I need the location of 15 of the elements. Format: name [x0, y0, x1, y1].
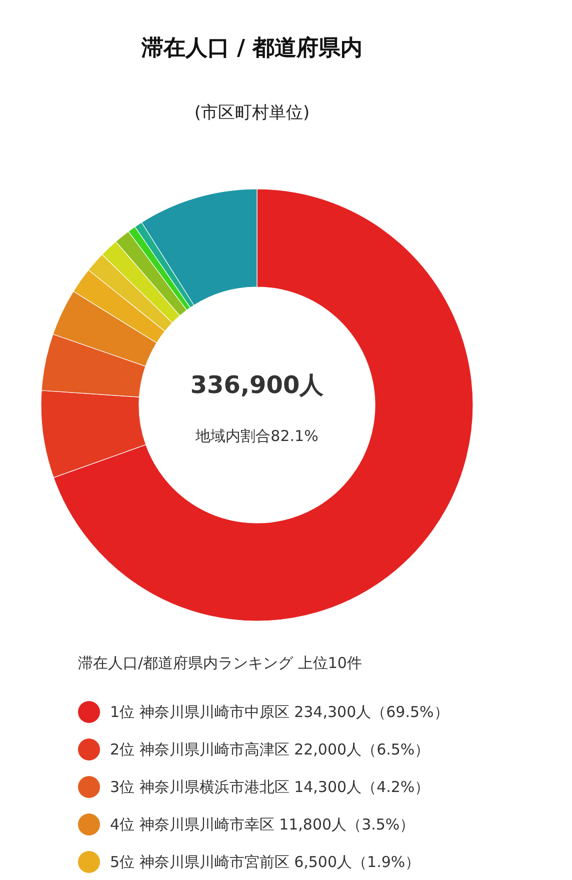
text: 336,900人 — [190, 371, 325, 399]
data-label: 6,500人（1.9%） — [294, 853, 420, 871]
data-label: 14,300人（4.2%） — [294, 778, 430, 796]
text: 地域内割合82.1% — [194, 427, 318, 445]
data-label: 234,300人（69.5%） — [294, 703, 449, 721]
legend-label: 2位 神奈川県川崎市高津区 — [110, 740, 290, 758]
legend-label: 4位 神奈川県川崎市幸区 — [110, 816, 274, 834]
chart-subtitle: (市区町村単位) — [194, 103, 310, 123]
legend-title: 滞在人口/都道府県内ランキング 上位10件 — [78, 654, 362, 672]
chart-title: 滞在人口 / 都道府県内 — [140, 35, 363, 61]
legend-label: 5位 神奈川県川崎市宮前区 — [110, 853, 290, 871]
data-label: 11,800人（3.5%） — [279, 816, 415, 834]
data-label: 22,000人（6.5%） — [294, 740, 430, 758]
legend-label: 3位 神奈川県横浜市港北区 — [110, 778, 290, 796]
legend-label: 1位 神奈川県川崎市中原区 — [110, 703, 290, 721]
